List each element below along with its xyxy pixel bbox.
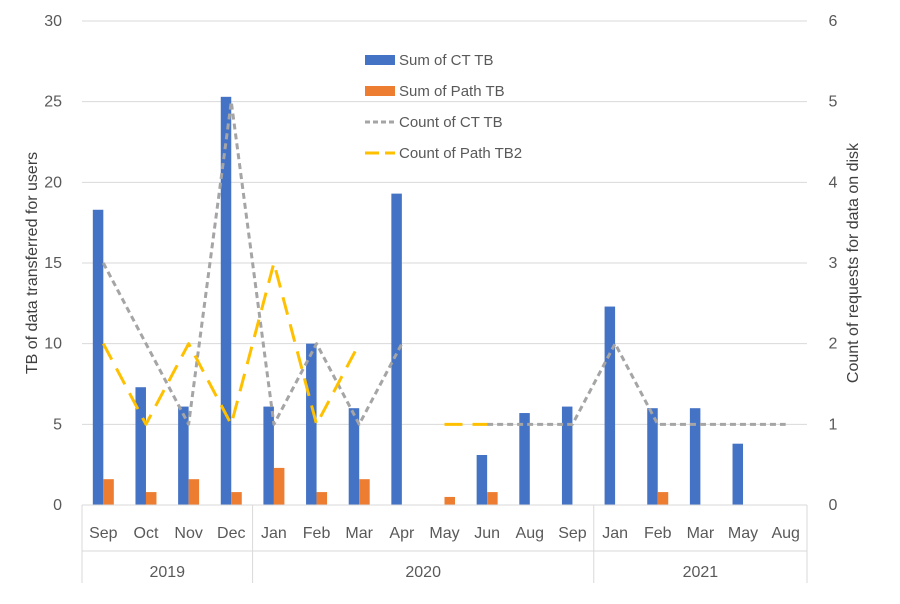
bar-sum-of-ct-tb [647, 408, 658, 505]
y2-tick-label: 3 [829, 255, 838, 272]
legend: Sum of CT TB Sum of Path TB Count of CT TB… [365, 52, 522, 162]
bar-sum-of-ct-tb [732, 443, 744, 505]
x-tick-label: Mar [687, 525, 715, 542]
x-tick-label: Feb [303, 525, 331, 542]
x-tick-label: Apr [389, 525, 415, 542]
bar-sum-of-ct-tb [561, 406, 573, 505]
bar-sum-of-path-tb [188, 479, 200, 505]
x-tick-label: Sep [558, 525, 587, 542]
bar-sum-of-ct-tb [135, 387, 146, 505]
y-tick-label: 25 [44, 94, 62, 111]
y-axis-title: TB of data transferred for users [24, 152, 41, 374]
bar-sum-of-ct-tb [263, 406, 274, 505]
bar-sum-of-ct-tb [391, 193, 402, 506]
bar-sum-of-ct-tb [604, 306, 616, 505]
line-series [101, 100, 786, 426]
year-label: 2020 [405, 564, 441, 581]
y-tick-label: 5 [53, 416, 62, 433]
bar-sum-of-path-tb [145, 492, 157, 505]
x-tick-label: Jun [474, 525, 500, 542]
x-tick-label: Aug [516, 525, 544, 542]
bar-sum-of-path-tb [657, 492, 669, 505]
bar-sum-of-path-tb [231, 492, 242, 505]
y2-tick-label: 5 [829, 94, 838, 111]
x-tick-label: Feb [644, 525, 672, 542]
y2-tick-label: 0 [829, 497, 838, 514]
bar-sum-of-path-tb [273, 467, 285, 505]
gridlines [82, 20, 807, 425]
x-tick-label: Jan [261, 525, 287, 542]
x-tick-label: Dec [217, 525, 245, 542]
bar-sum-of-ct-tb [689, 408, 701, 505]
x-tick-label: Nov [174, 525, 202, 542]
legend-swatch [365, 86, 395, 96]
y2-axis-title: Count of requests for data on disk [845, 142, 862, 383]
legend-label: Count of Path TB2 [399, 145, 522, 162]
x-tick-label: Sep [89, 525, 118, 542]
x-tick-label: Jan [602, 525, 628, 542]
y2-tick-label: 1 [829, 416, 838, 433]
bar-sum-of-path-tb [487, 492, 498, 505]
bar-sum-of-ct-tb [519, 413, 530, 505]
bar-sum-of-ct-tb [220, 96, 232, 506]
y-tick-label: 10 [44, 336, 62, 353]
line-count-of-ct-tb [101, 100, 404, 426]
x-tick-label: Aug [771, 525, 799, 542]
bar-sum-of-path-tb [359, 479, 370, 505]
y2-tick-label: 6 [829, 13, 838, 30]
y-tick-label: 20 [44, 174, 62, 191]
bar-sum-of-ct-tb [92, 209, 104, 505]
x-tick-label: May [728, 525, 758, 542]
legend-label: Count of CT TB [399, 114, 503, 131]
x-tick-label: May [429, 525, 459, 542]
bar-sum-of-ct-tb [306, 343, 317, 505]
bar-sum-of-path-tb [444, 496, 455, 505]
legend-swatch [365, 55, 395, 65]
x-tick-label: Mar [345, 525, 373, 542]
legend-label: Sum of Path TB [399, 83, 505, 100]
year-label: 2019 [149, 564, 185, 581]
bar-sum-of-ct-tb [178, 406, 189, 505]
bar-sum-of-path-tb [103, 479, 114, 505]
bar-series [92, 96, 744, 506]
x-tick-label: Oct [134, 525, 159, 542]
y-tick-label: 0 [53, 497, 62, 514]
y2-tick-label: 2 [829, 336, 838, 353]
y-tick-label: 30 [44, 13, 62, 30]
legend-label: Sum of CT TB [399, 52, 493, 69]
year-label: 2021 [683, 564, 719, 581]
bar-sum-of-ct-tb [348, 408, 360, 505]
bar-sum-of-ct-tb [476, 454, 488, 505]
y2-tick-label: 4 [829, 174, 838, 191]
bar-sum-of-path-tb [316, 492, 328, 505]
y-tick-label: 15 [44, 255, 62, 272]
axes: 0 5 10 15 20 25 30 0 1 2 3 4 5 6 Sep Oct Nov Dec Jan Feb Mar… [24, 13, 862, 583]
line-count-of-path-tb2 [101, 261, 361, 426]
line-count-of-ct-tb [487, 342, 786, 426]
